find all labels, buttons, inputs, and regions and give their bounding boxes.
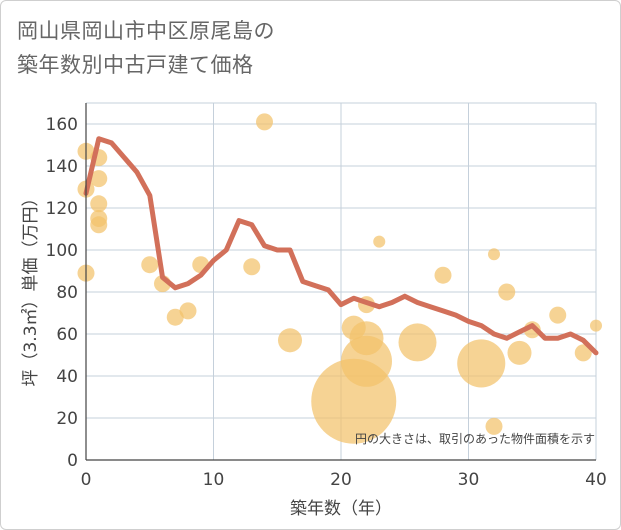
y-tick-label: 0: [67, 451, 78, 471]
bubble-point: [341, 335, 392, 387]
bubble-point: [485, 417, 503, 435]
bubble-point: [179, 302, 197, 320]
chart-title-line2: 築年数別中古戸建て価格: [17, 53, 254, 77]
bubble-point: [256, 113, 273, 131]
bubble-point: [498, 283, 516, 301]
bubble-point: [141, 256, 159, 274]
y-tick-label: 20: [56, 409, 78, 429]
x-tick-label: 20: [330, 470, 352, 490]
bubble-point: [434, 266, 452, 284]
y-tick-label: 80: [56, 283, 78, 303]
y-tick-label: 160: [46, 115, 78, 135]
y-tick-label: 40: [56, 367, 78, 387]
x-tick-label: 40: [585, 470, 607, 490]
y-axis-title: 坪（3.3㎡）単価（万円）: [21, 189, 41, 386]
bubble-point: [277, 328, 303, 353]
bubble-point: [574, 344, 592, 362]
x-tick-label: 0: [81, 470, 92, 490]
bubble-layer: [77, 113, 603, 444]
y-tick-label: 60: [56, 325, 78, 345]
x-tick-label: 30: [458, 470, 480, 490]
x-tick-label: 10: [203, 470, 225, 490]
bubble-size-note: 円の大きさは、取引のあった物件面積を示す: [355, 431, 595, 446]
chart-title-line1: 岡山県岡山市中区原尾島の: [17, 19, 275, 43]
bubble-point: [549, 306, 567, 324]
bubble-point: [457, 339, 506, 388]
x-axis-title: 築年数（年）: [290, 499, 392, 519]
bubble-point: [243, 258, 261, 276]
bubble-point: [90, 195, 108, 213]
bubble-point: [589, 319, 603, 332]
bubble-point: [398, 323, 437, 362]
bubble-point: [90, 170, 108, 188]
tick-labels: 0 20 40 60 80 100 120 140 160 0 10 20 30 40: [46, 115, 607, 490]
bubble-point: [487, 248, 501, 261]
y-tick-label: 140: [46, 157, 78, 177]
bubble-point: [373, 235, 386, 248]
bubble-point: [90, 216, 108, 234]
grid-lines: [86, 102, 597, 460]
chart-title: 岡山県岡山市中区原尾島の 築年数別中古戸建て価格: [17, 14, 275, 82]
axes: [85, 103, 596, 461]
average-price-line: [83, 136, 599, 356]
bubble-point: [166, 308, 184, 326]
y-tick-label: 120: [46, 199, 78, 219]
bubble-point: [507, 340, 532, 365]
y-tick-label: 100: [46, 241, 78, 261]
